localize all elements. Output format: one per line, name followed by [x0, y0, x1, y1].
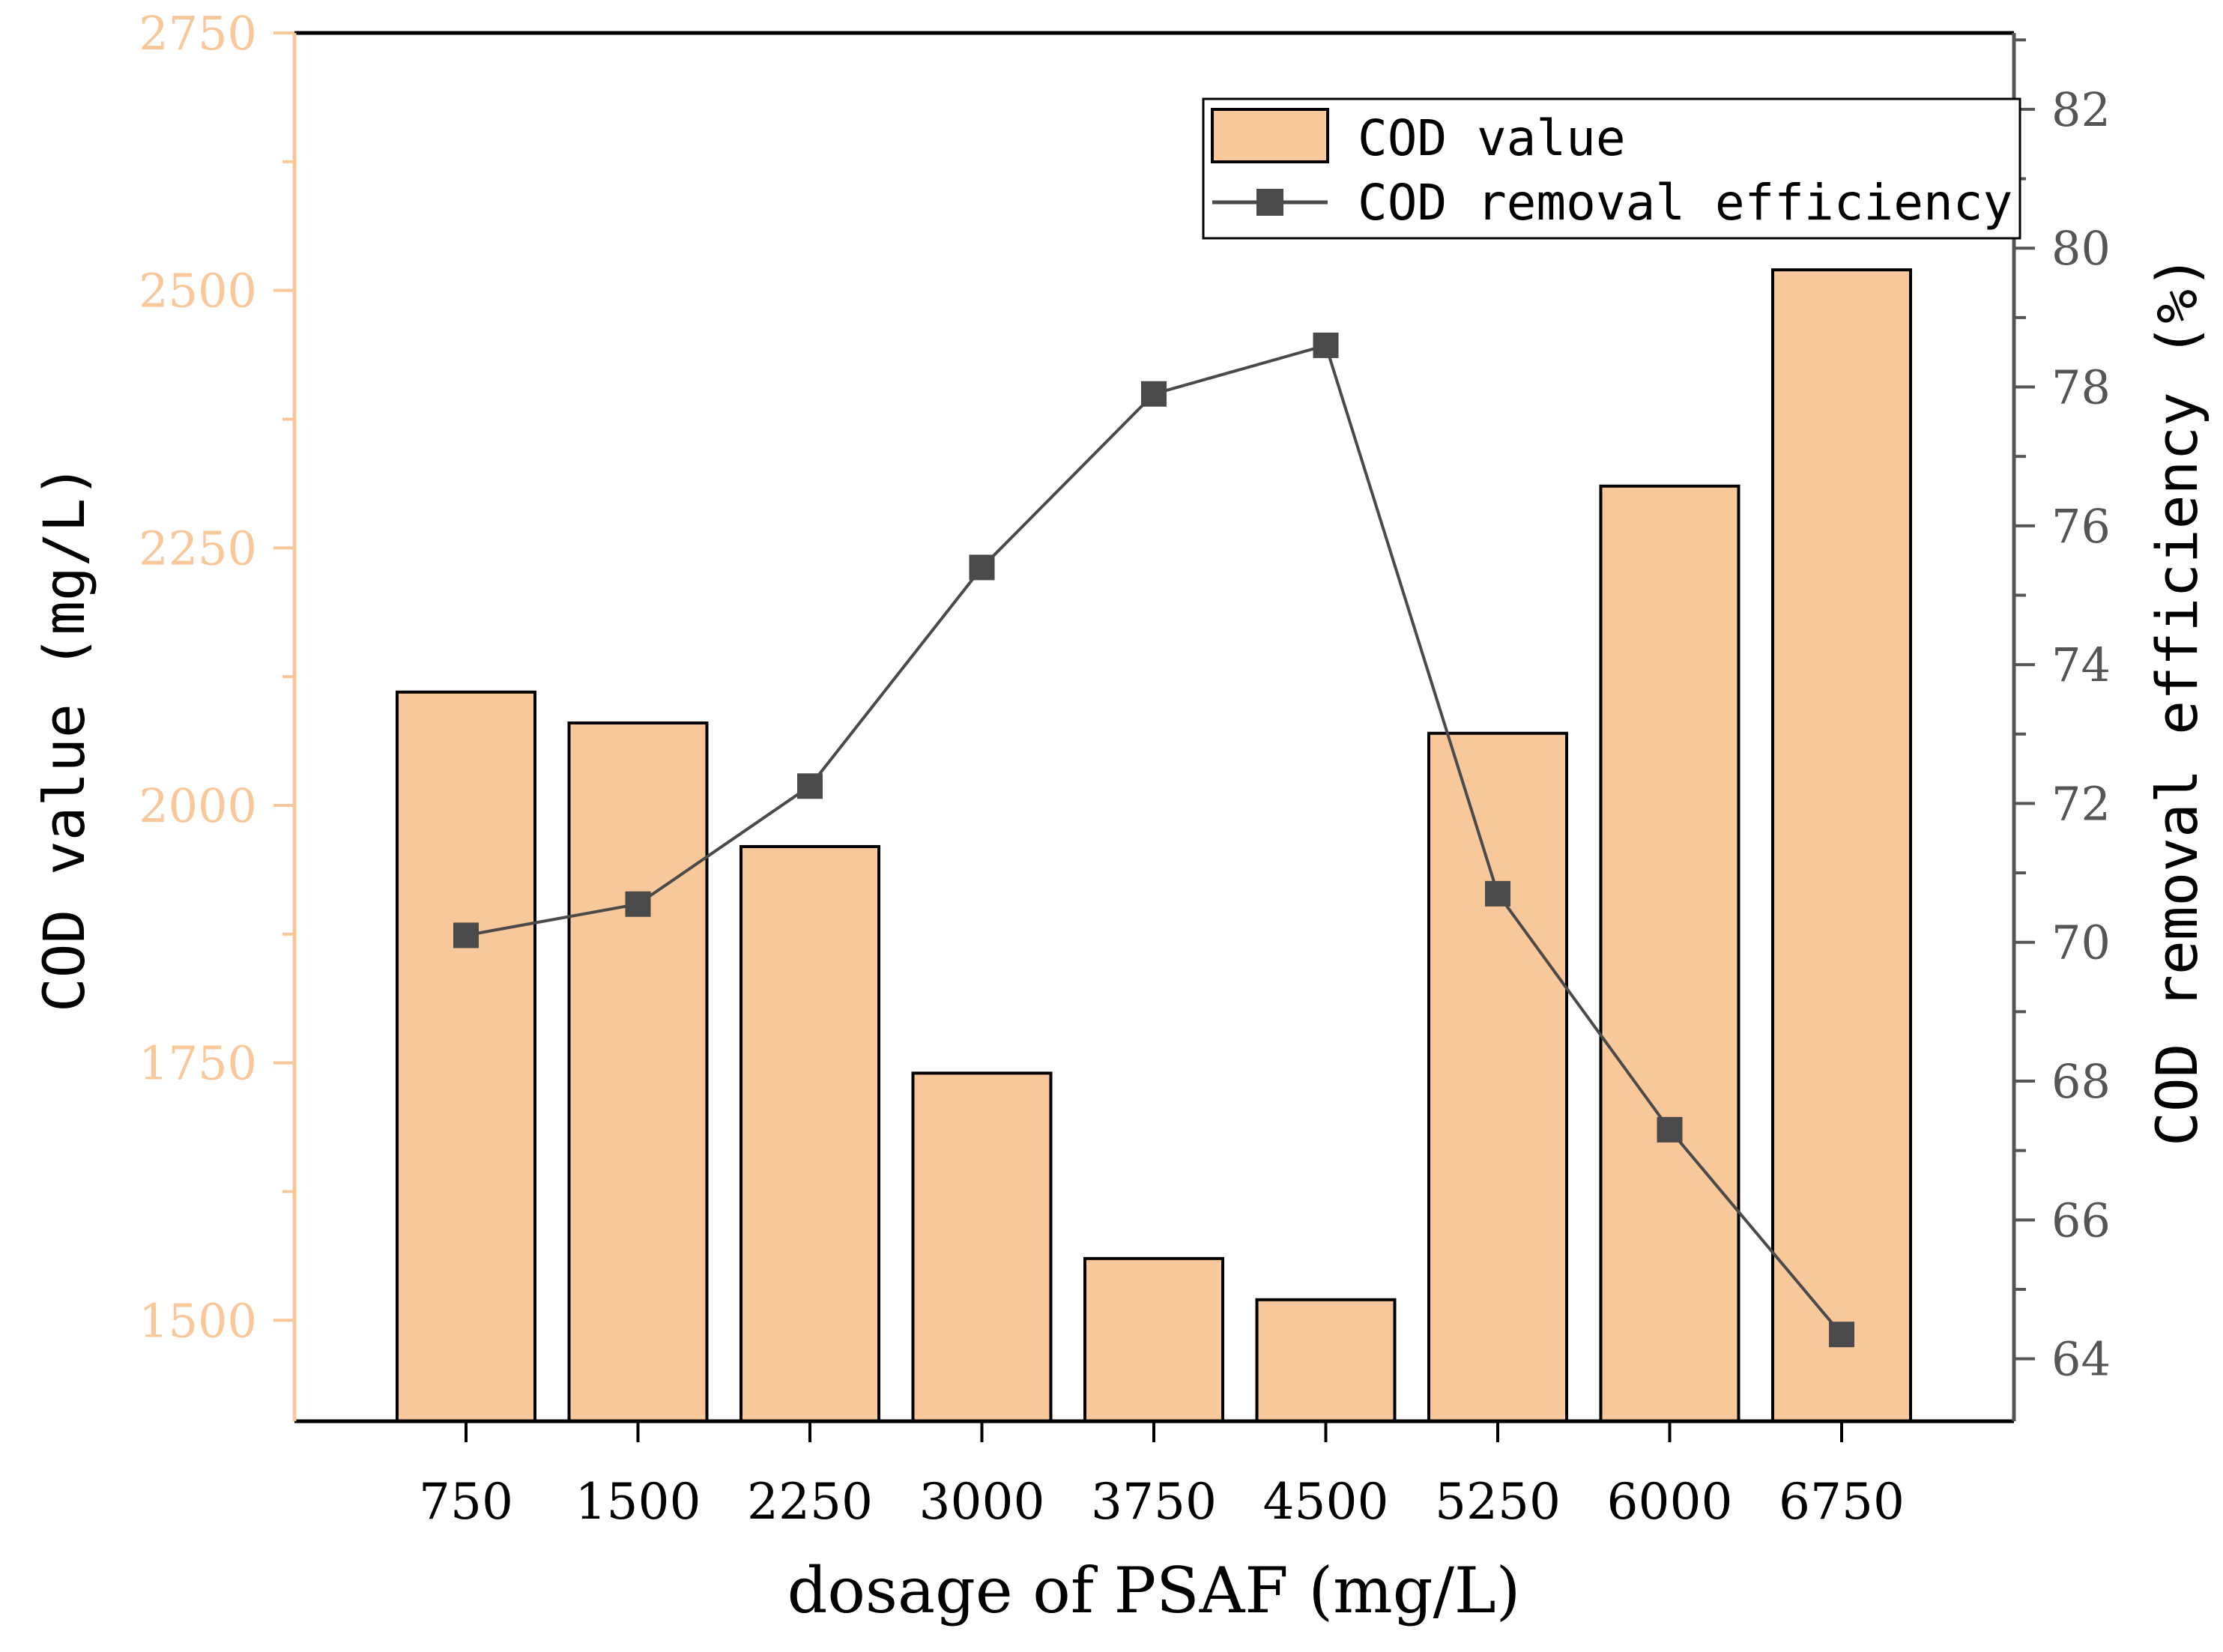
x-tick-label-4500: 4500: [1263, 1473, 1389, 1531]
efficiency-point-750: [453, 922, 479, 948]
x-axis-title: dosage of PSAF (mg/L): [787, 1554, 1521, 1627]
right-tick-label-78: 78: [2051, 360, 2111, 415]
bar-6750: [1771, 268, 1912, 1423]
legend-label-bars: COD value: [1358, 109, 1626, 167]
x-tick-label-3750: 3750: [1091, 1473, 1217, 1531]
x-tick-label-6000: 6000: [1607, 1473, 1733, 1531]
right-tick-label-68: 68: [2051, 1054, 2111, 1109]
bar-4500: [1255, 1298, 1397, 1423]
legend: COD value COD removal efficiency: [1202, 97, 2021, 240]
bar-5250: [1427, 731, 1568, 1423]
left-tick-label-2500: 2500: [139, 264, 257, 318]
efficiency-point-3750: [1141, 381, 1167, 407]
left-tick-label-2750: 2750: [139, 6, 257, 61]
efficiency-point-6000: [1657, 1116, 1683, 1143]
bar-2250: [740, 844, 880, 1423]
legend-label-line: COD removal efficiency: [1358, 174, 2012, 232]
right-tick-label-72: 72: [2051, 776, 2111, 831]
left-tick-label-1750: 1750: [139, 1036, 257, 1091]
right-tick-label-76: 76: [2051, 499, 2111, 554]
line-layer: [453, 332, 1854, 1348]
right-tick-label-66: 66: [2051, 1193, 2111, 1247]
right-tick-label-70: 70: [2051, 916, 2111, 970]
x-tick-label-6750: 6750: [1779, 1473, 1905, 1531]
x-tick-label-5250: 5250: [1435, 1473, 1561, 1531]
efficiency-point-5250: [1485, 880, 1510, 907]
left-tick-label-1500: 1500: [139, 1293, 257, 1348]
bars-layer: [396, 268, 1912, 1423]
legend-box: [1202, 97, 2021, 240]
right-axis-title: COD removal efficiency (%): [2144, 255, 2210, 1146]
bar-3000: [911, 1071, 1053, 1423]
right-tick-label-74: 74: [2051, 638, 2111, 692]
left-tick-label-2000: 2000: [139, 778, 257, 833]
legend-bar-swatch: [1211, 108, 1329, 163]
bar-6000: [1599, 484, 1740, 1423]
left-tick-label-2250: 2250: [139, 521, 257, 575]
efficiency-point-6750: [1829, 1322, 1854, 1348]
efficiency-point-3000: [969, 554, 995, 581]
right-tick-label-80: 80: [2051, 221, 2111, 276]
right-tick-label-82: 82: [2051, 82, 2111, 137]
left-axis-title: COD value (mg/L): [31, 464, 97, 1012]
efficiency-point-4500: [1313, 332, 1339, 358]
ticks-layer: 750 1500 2250 3000 3750 4500 5250 6000 6750 1500 1…: [139, 6, 2111, 1531]
efficiency-point-1500: [625, 891, 651, 917]
x-tick-label-750: 750: [419, 1473, 513, 1531]
axes-layer: [292, 31, 2016, 1423]
x-tick-label-3000: 3000: [919, 1473, 1045, 1531]
right-tick-label-64: 64: [2051, 1332, 2111, 1387]
x-tick-label-1500: 1500: [575, 1473, 701, 1531]
bar-3750: [1083, 1256, 1224, 1423]
x-tick-label-2250: 2250: [747, 1473, 873, 1531]
legend-marker-swatch: [1256, 189, 1283, 216]
efficiency-point-2250: [797, 773, 823, 799]
bar-1500: [567, 721, 709, 1423]
bar-750: [396, 690, 536, 1423]
